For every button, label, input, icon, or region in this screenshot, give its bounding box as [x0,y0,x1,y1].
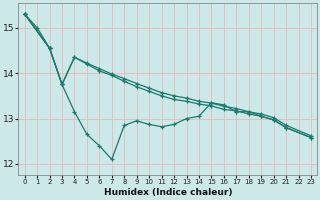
X-axis label: Humidex (Indice chaleur): Humidex (Indice chaleur) [104,188,232,197]
